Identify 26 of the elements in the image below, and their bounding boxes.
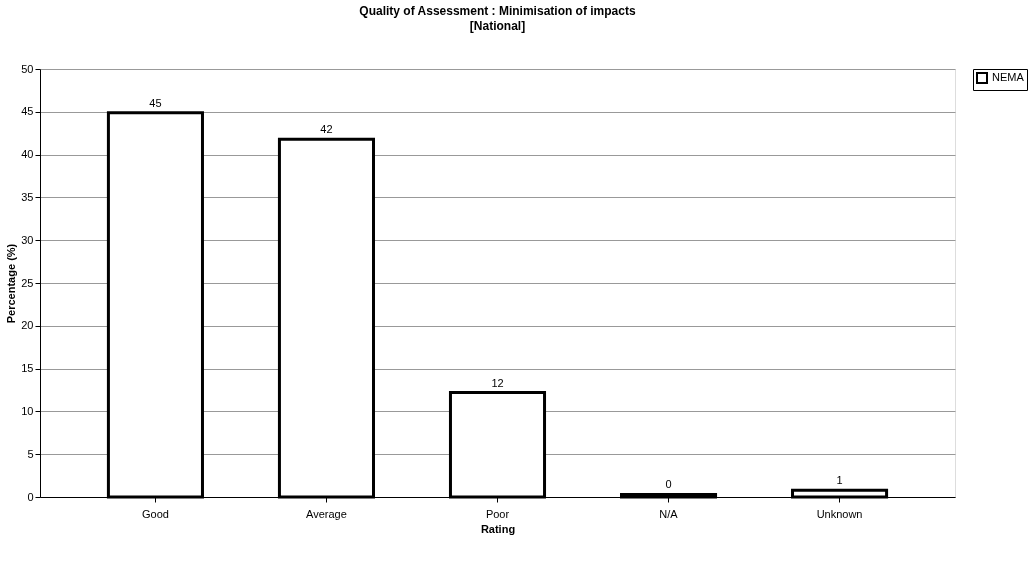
data-label: 1 [836,474,843,487]
y-tick-label: 10 [21,404,34,417]
chart-subtitle: [National] [469,19,526,33]
y-tick-label: 35 [21,190,34,203]
data-label: 42 [320,123,333,136]
y-tick-label: 0 [27,490,34,503]
legend-label: NEMA [992,71,1025,83]
chart-title: Quality of Assessment : Minimisation of impacts [359,4,636,18]
data-label: 45 [149,96,162,109]
y-axis-title: Percentage (%) [5,243,18,324]
y-tick-label: 15 [21,362,34,375]
x-tick-label: Poor [485,507,510,520]
y-tick-label: 50 [21,62,34,75]
y-tick-label: 30 [21,233,34,246]
data-label: 12 [491,376,504,389]
x-axis-title: Rating [480,522,516,535]
y-tick-label: 45 [21,105,34,118]
y-tick-label: 25 [21,276,34,289]
y-tick-label: 40 [21,148,34,161]
y-tick-label: 20 [21,319,34,332]
x-tick-label: N/A [659,507,679,520]
x-tick-label: Good [141,507,169,520]
data-label: 0 [665,478,672,491]
y-tick-label: 5 [27,447,34,460]
x-tick-label: Unknown [816,507,863,520]
x-tick-label: Average [306,507,347,520]
